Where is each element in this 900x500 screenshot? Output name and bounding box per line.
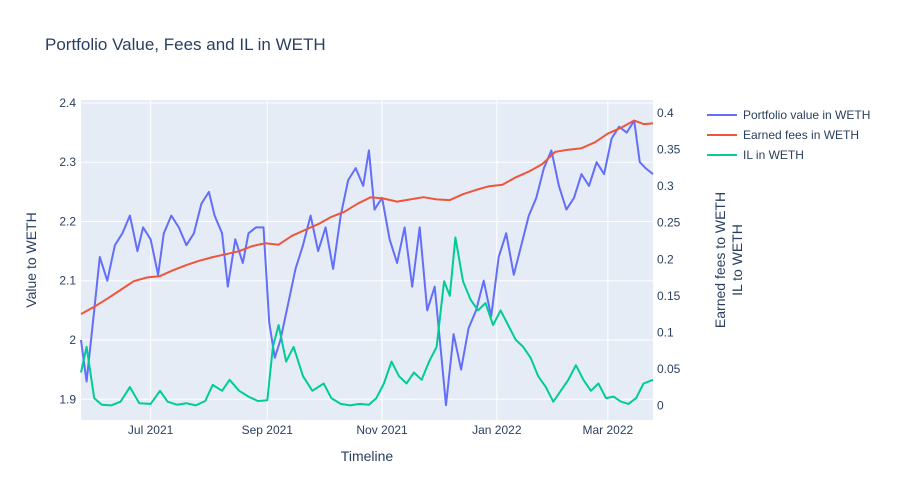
y-right-tick-label: 0.25 (657, 216, 681, 230)
y-left-tick-label: 1.9 (59, 392, 76, 406)
y-right-tick-label: 0 (657, 398, 664, 412)
series-line-2 (80, 236, 654, 407)
y-right-tick-label: 0.1 (657, 325, 674, 339)
x-tick-label: Nov 2021 (356, 423, 408, 437)
y-right-axis-title-2: IL to WETH (729, 224, 745, 296)
y-left-tick-label: 2.2 (59, 214, 76, 228)
series-layer (80, 119, 654, 407)
y-left-axis-ticks: 1.9 2 2.1 2.2 2.3 2.4 (59, 96, 76, 406)
y-right-tick-label: 0.4 (657, 106, 674, 120)
y-left-tick-label: 2.1 (59, 274, 76, 288)
y-right-tick-label: 0.15 (657, 289, 681, 303)
legend-label-0: Portfolio value in WETH (743, 108, 870, 122)
x-tick-label: Jul 2021 (128, 423, 174, 437)
y-right-tick-label: 0.35 (657, 143, 681, 157)
y-left-tick-label: 2.3 (59, 155, 76, 169)
y-left-tick-label: 2 (69, 333, 76, 347)
x-tick-label: Jan 2022 (472, 423, 522, 437)
series-line-0 (80, 119, 654, 407)
legend: Portfolio value in WETH Earned fees in WE… (707, 108, 870, 162)
y-right-tick-label: 0.3 (657, 179, 674, 193)
legend-label-2: IL in WETH (743, 148, 804, 162)
series-line-1 (80, 119, 654, 315)
x-axis-title: Timeline (341, 448, 394, 464)
chart-title: Portfolio Value, Fees and IL in WETH (45, 35, 326, 54)
y-right-axis-title-1: Earned fees to WETH (712, 192, 728, 328)
y-left-tick-label: 2.4 (59, 96, 76, 110)
y-right-tick-label: 0.05 (657, 362, 681, 376)
x-tick-label: Sep 2021 (242, 423, 294, 437)
y-right-axis-ticks: 0 0.05 0.1 0.15 0.2 0.25 0.3 0.35 0.4 (657, 106, 681, 412)
y-left-axis-title: Value to WETH (23, 212, 39, 307)
x-axis-ticks: Jul 2021 Sep 2021 Nov 2021 Jan 2022 Mar 2022 (128, 423, 634, 437)
plot-background (81, 100, 653, 420)
y-right-tick-label: 0.2 (657, 252, 674, 266)
x-tick-label: Mar 2022 (582, 423, 633, 437)
legend-label-1: Earned fees in WETH (743, 128, 859, 142)
